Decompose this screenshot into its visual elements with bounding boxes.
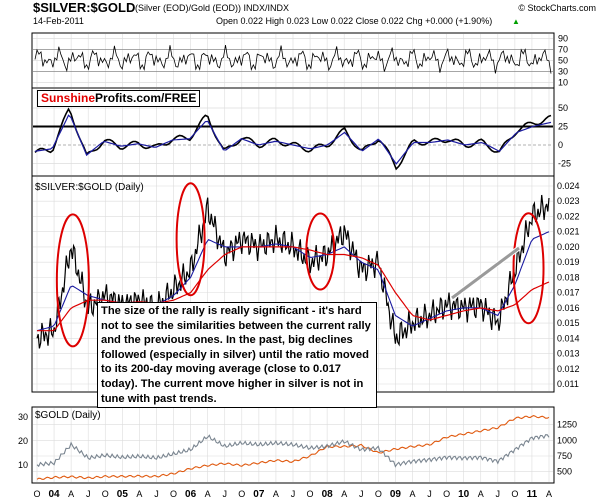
x-tick-label: O [511,489,518,499]
x-tick-label: 06 [185,489,197,500]
x-tick-label: J [86,489,91,499]
rally-ellipse [55,213,90,348]
gold-price-line [36,415,550,480]
x-tick-label: 04 [49,489,61,500]
x-tick-label: 09 [390,489,402,500]
x-tick-label: O [375,489,382,499]
rally-ellipse [305,212,336,291]
x-tick-label: J [427,489,432,499]
rsi-line [34,45,552,74]
rally-ellipse [512,212,545,325]
chart-date: 14-Feb-2011 [33,16,84,26]
main-tick-label: 0.016 [557,303,580,313]
logo-part-site: Profits.com/FREE [95,91,197,105]
axis-ticks: O 04 A J O 05 A J O 06 A J O 07 A J O 08 A J O 09 A J O 10 A J O 11 A9… [18,34,580,500]
ohlc-readout: Open 0.022 High 0.023 Low 0.022 Close 0.… [216,16,492,26]
main-tick-label: 0.021 [557,227,580,237]
x-tick-label: J [291,489,296,499]
x-tick-label: A [409,489,415,499]
x-tick-label: O [443,489,450,499]
rsi-tick-label: 70 [558,45,568,55]
main-panel-label: $SILVER:$GOLD (Daily) [35,182,144,193]
x-tick-label: A [273,489,279,499]
x-tick-label: A [68,489,74,499]
main-tick-label: 0.019 [557,257,580,267]
gold-right-tick-label: 500 [557,467,572,477]
x-tick-label: O [102,489,109,499]
gold-panel-label: $GOLD (Daily) [35,410,101,421]
x-tick-label: O [238,489,245,499]
main-tick-label: 0.015 [557,318,580,328]
main-tick-label: 0.013 [557,349,580,359]
rsi-tick-label: 90 [558,34,568,44]
main-tick-label: 0.018 [557,272,580,282]
macd-tick-label: 0 [558,140,563,150]
macd-tick-label: 50 [558,103,568,113]
annotation-textbox: The size of the rally is really signific… [97,302,377,409]
main-tick-label: 0.024 [557,181,580,191]
main-tick-label: 0.022 [557,211,580,221]
callout-arrow [451,246,520,300]
chg-up-arrow-icon: ▲ [512,17,520,26]
macd-signal-line [34,114,552,165]
price-line [36,194,550,349]
logo-part-sunshine: Sunshine [41,91,96,105]
macd-tick-label: -25 [558,159,571,169]
x-tick-label: 11 [527,489,538,500]
gold-right-tick-label: 1250 [557,420,577,430]
x-tick-label: J [222,489,227,499]
main-tick-label: 0.023 [557,196,580,206]
main-tick-label: 0.017 [557,288,580,298]
copyright-text: © StockCharts.com [518,3,596,13]
chart-symbol: $SILVER:$GOLD [33,0,135,15]
x-tick-label: 07 [253,489,265,500]
rsi-tick-label: 30 [558,67,568,77]
x-tick-label: 05 [117,489,129,500]
x-tick-label: A [205,489,211,499]
rally-ellipse [175,182,206,297]
x-tick-label: O [170,489,177,499]
ratio-overlay-line [36,434,550,468]
x-tick-label: O [307,489,314,499]
gold-right-tick-label: 1000 [557,435,577,445]
main-tick-label: 0.011 [557,379,579,389]
annotation-overlays [55,182,545,348]
x-tick-label: J [496,489,501,499]
x-tick-label: J [359,489,364,499]
chart-subtitle: (Silver (EOD)/Gold (EOD)) INDX/INDX [135,3,289,13]
gold-right-tick-label: 750 [557,451,572,461]
sunshine-profits-logo: SunshineProfits.com/FREE [37,90,201,107]
main-tick-label: 0.014 [557,333,580,343]
gold-left-tick-label: 30 [18,412,28,422]
x-tick-label: A [546,489,552,499]
macd-tick-label: 25 [558,122,568,132]
x-tick-label: 08 [322,489,334,500]
macd-line [34,107,552,171]
rsi-tick-label: 10 [558,78,568,88]
x-tick-label: J [154,489,159,499]
x-tick-label: 10 [458,489,470,500]
rsi-tick-label: 50 [558,56,568,66]
x-tick-label: A [341,489,347,499]
data-series [34,45,552,480]
gold-left-tick-label: 10 [18,460,28,470]
main-tick-label: 0.020 [557,242,580,252]
gold-left-tick-label: 20 [18,436,28,446]
x-tick-label: O [33,489,40,499]
x-tick-label: A [478,489,484,499]
main-tick-label: 0.012 [557,364,580,374]
x-tick-label: A [136,489,142,499]
